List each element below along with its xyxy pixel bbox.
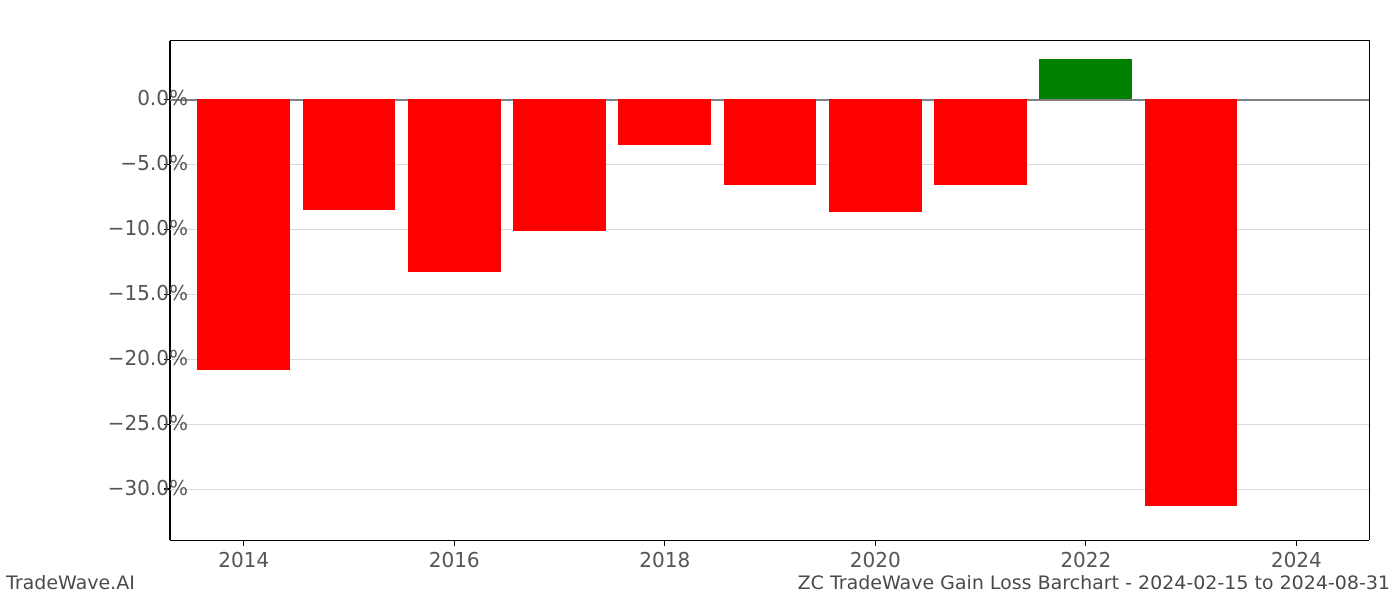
y-tick-label: −10.0% xyxy=(108,216,188,240)
chart-plot-area xyxy=(170,40,1370,540)
x-tick-label: 2020 xyxy=(850,548,901,572)
bar-2014 xyxy=(197,99,290,369)
bar-2022 xyxy=(1039,59,1132,99)
x-axis-spine xyxy=(170,540,1369,542)
x-tick-mark xyxy=(664,540,665,546)
x-tick-label: 2022 xyxy=(1060,548,1111,572)
x-tick-mark xyxy=(1296,540,1297,546)
x-tick-label: 2018 xyxy=(639,548,690,572)
y-tick-label: −15.0% xyxy=(108,281,188,305)
plot-surface xyxy=(170,40,1370,540)
x-tick-label: 2024 xyxy=(1271,548,1322,572)
bar-2015 xyxy=(303,99,396,209)
bar-2016 xyxy=(408,99,501,272)
bar-2019 xyxy=(724,99,817,185)
bar-2017 xyxy=(513,99,606,230)
y-tick-label: −5.0% xyxy=(120,151,188,175)
bar-2021 xyxy=(934,99,1027,185)
x-tick-label: 2016 xyxy=(429,548,480,572)
x-tick-mark xyxy=(454,540,455,546)
footer-right-text: ZC TradeWave Gain Loss Barchart - 2024-0… xyxy=(798,572,1390,594)
bar-2018 xyxy=(618,99,711,144)
y-tick-label: −30.0% xyxy=(108,476,188,500)
x-tick-label: 2014 xyxy=(218,548,269,572)
bar-2020 xyxy=(829,99,922,212)
y-tick-label: −25.0% xyxy=(108,411,188,435)
footer-left-text: TradeWave.AI xyxy=(6,572,135,594)
x-tick-mark xyxy=(1085,540,1086,546)
y-tick-label: 0.0% xyxy=(137,86,188,110)
y-tick-label: −20.0% xyxy=(108,346,188,370)
x-tick-mark xyxy=(875,540,876,546)
bar-2023 xyxy=(1145,99,1238,505)
x-tick-mark xyxy=(243,540,244,546)
